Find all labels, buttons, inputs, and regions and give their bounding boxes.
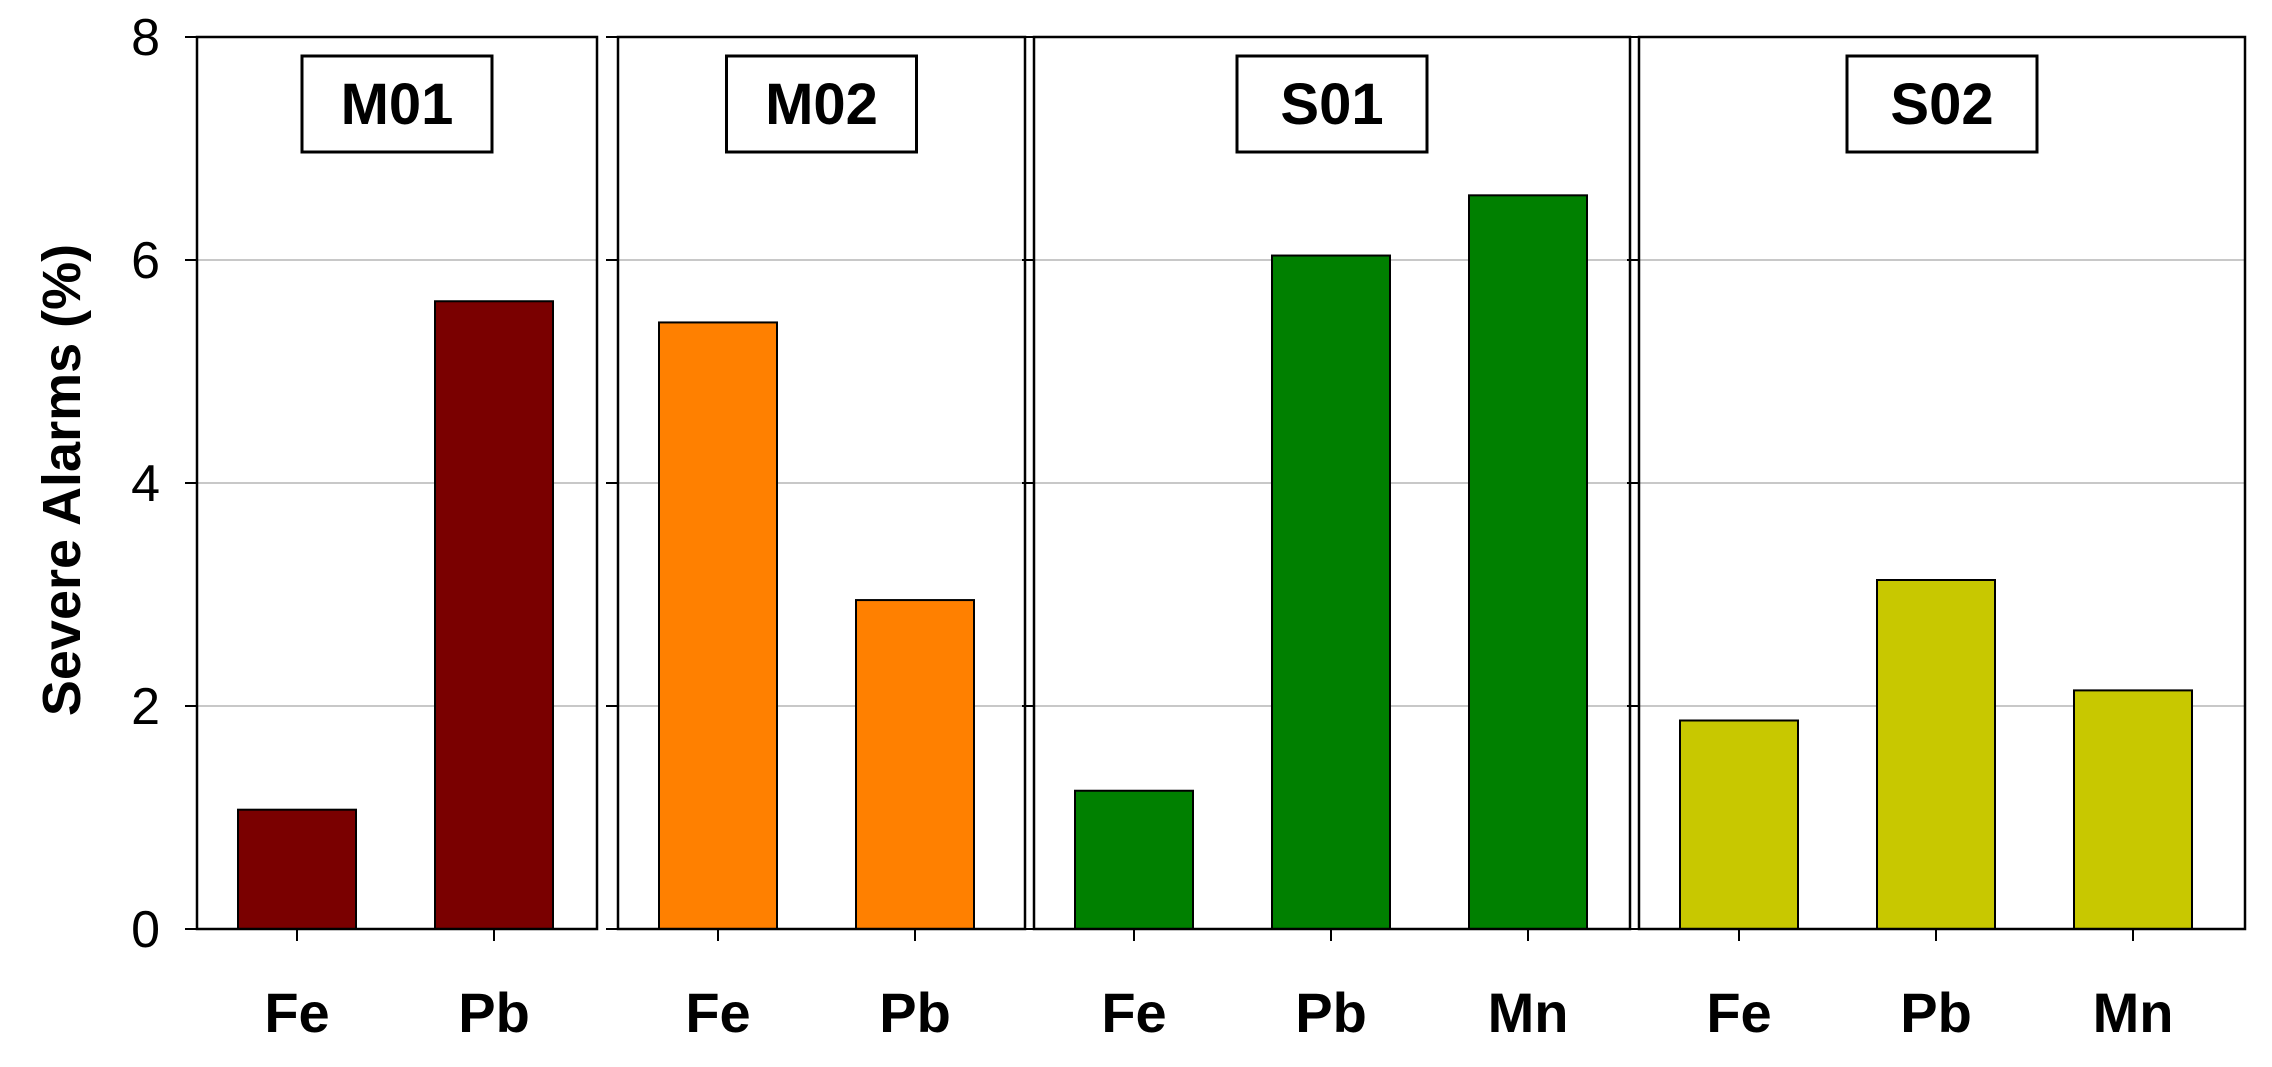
x-tick-label: Pb — [1900, 981, 1972, 1044]
y-tick-label: 2 — [131, 678, 160, 736]
panel-title-box — [1235, 54, 1429, 154]
bar-s01-pb — [1271, 254, 1391, 931]
ticks — [185, 36, 2134, 941]
panel-title: S02 — [1890, 72, 1993, 137]
bar-s01-mn — [1468, 194, 1588, 930]
panel-title: S01 — [1280, 72, 1383, 137]
bar-m01-pb — [434, 300, 554, 930]
x-tick-label: Fe — [264, 981, 329, 1044]
bar-m02-fe — [658, 321, 778, 930]
x-tick-label: Fe — [685, 981, 750, 1044]
y-axis-title: Severe Alarms (%) — [32, 244, 92, 716]
x-tick-label: Fe — [1706, 981, 1771, 1044]
x-tick-label: Mn — [1488, 981, 1569, 1044]
bar-m01-fe — [237, 808, 357, 931]
labels: Fe Pb M01 Fe Pb M02 Fe Pb Mn S01 Fe Pb Mn S02 0 2 4 6 8 — [131, 9, 2173, 1044]
x-tick-label: Pb — [1295, 981, 1367, 1044]
bar-s02-pb — [1876, 579, 1996, 930]
x-tick-label: Pb — [879, 981, 951, 1044]
y-tick-label: 8 — [131, 9, 160, 67]
bar-m02-pb — [855, 599, 975, 930]
panel-title-box — [1845, 54, 2039, 154]
bars — [237, 194, 2193, 931]
x-tick-label: Mn — [2093, 981, 2174, 1044]
y-tick-label: 4 — [131, 455, 160, 513]
bar-s01-fe — [1074, 789, 1194, 930]
panel-title: M01 — [341, 72, 454, 137]
panel-title-box — [300, 54, 494, 154]
bar-s02-fe — [1679, 719, 1799, 930]
panel-title: M02 — [765, 72, 878, 137]
panel-title-box — [725, 54, 918, 154]
bar-s02-mn — [2073, 689, 2193, 931]
x-tick-label: Pb — [458, 981, 530, 1044]
y-tick-label: 0 — [131, 901, 160, 959]
x-tick-label: Fe — [1101, 981, 1166, 1044]
y-tick-label: 6 — [131, 232, 160, 290]
